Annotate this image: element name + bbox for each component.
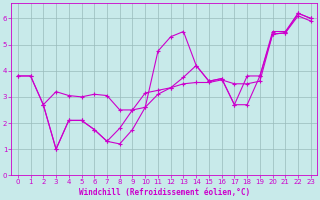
X-axis label: Windchill (Refroidissement éolien,°C): Windchill (Refroidissement éolien,°C) bbox=[79, 188, 250, 197]
